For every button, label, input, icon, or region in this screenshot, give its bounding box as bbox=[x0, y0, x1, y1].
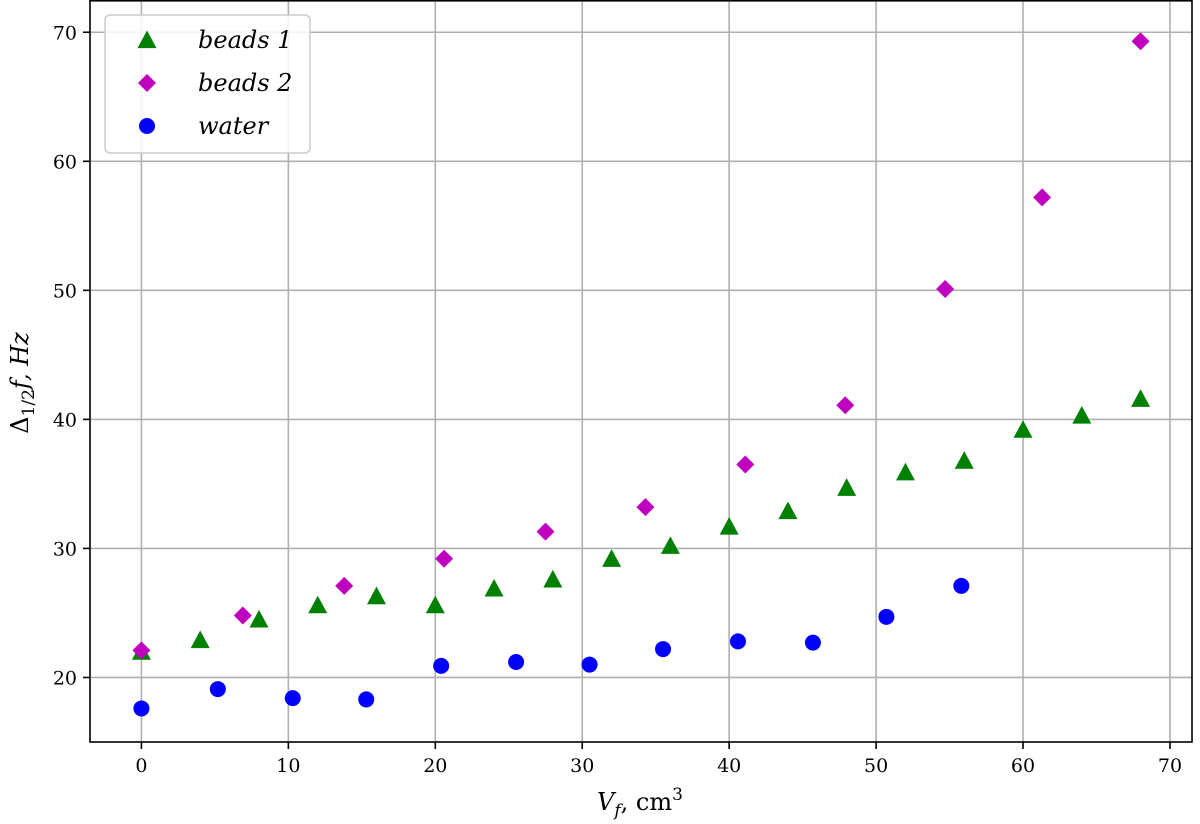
x-tick-label: 60 bbox=[1011, 755, 1035, 777]
x-axis-label-main: V bbox=[597, 788, 617, 816]
water-point bbox=[358, 691, 375, 708]
beads-2-point bbox=[536, 522, 555, 541]
y-tick-label: 60 bbox=[53, 151, 77, 173]
legend-marker-water bbox=[139, 118, 155, 134]
water-point bbox=[878, 608, 895, 625]
x-tick-label: 40 bbox=[717, 755, 741, 777]
legend: beads 1 beads 2 water bbox=[104, 14, 311, 154]
y-tick-label: 20 bbox=[53, 667, 77, 689]
x-tick-label: 70 bbox=[1158, 755, 1182, 777]
y-tick-label: 30 bbox=[53, 538, 77, 560]
axis-ticks: 0 10 20 30 40 50 60 70 20 30 40 50 60 70 bbox=[53, 22, 1182, 777]
water-point bbox=[433, 657, 450, 674]
beads-1-point bbox=[837, 478, 857, 496]
beads-1-point bbox=[778, 501, 798, 520]
legend-marker-beads-2 bbox=[138, 74, 156, 92]
y-axis-label-sub: 1/2 bbox=[19, 389, 39, 416]
beads-1-point bbox=[249, 609, 269, 628]
y-tick-label: 40 bbox=[53, 409, 77, 431]
x-tick-label: 20 bbox=[423, 755, 447, 777]
beads-1-point bbox=[1013, 420, 1033, 438]
x-tick-label: 50 bbox=[864, 755, 888, 777]
beads-1-point bbox=[543, 569, 563, 588]
beads-1-point bbox=[602, 549, 622, 567]
water-point bbox=[729, 633, 746, 650]
beads-2-point bbox=[936, 280, 955, 299]
legend-markers bbox=[137, 30, 157, 134]
y-tick-label: 50 bbox=[53, 280, 77, 302]
beads-1-point bbox=[660, 536, 680, 554]
beads-1-point bbox=[1072, 406, 1092, 424]
beads-2-point bbox=[1033, 188, 1052, 207]
beads-1-point bbox=[484, 578, 504, 597]
beads-1-point bbox=[308, 595, 328, 614]
water-point bbox=[133, 700, 150, 717]
beads-1-point bbox=[719, 516, 739, 535]
water-point bbox=[953, 577, 970, 594]
x-tick-label: 30 bbox=[570, 755, 594, 777]
x-axis-label-unit: , cm bbox=[621, 788, 673, 816]
plot-frame bbox=[89, 0, 1193, 743]
beads-1-point bbox=[1131, 389, 1151, 407]
beads-2-point bbox=[636, 498, 655, 517]
water-point bbox=[284, 690, 301, 707]
legend-box bbox=[104, 14, 311, 154]
x-tick-label: 0 bbox=[135, 755, 147, 777]
y-tick-label: 70 bbox=[53, 22, 77, 44]
beads-2-point bbox=[233, 606, 252, 625]
water-point bbox=[804, 634, 821, 651]
y-axis-label-main: Δ bbox=[6, 416, 34, 433]
beads-2-point bbox=[132, 641, 151, 660]
y-axis-label-rest: f, Hz bbox=[6, 332, 34, 391]
x-axis-label-sub: f bbox=[612, 801, 623, 821]
beads-1-point bbox=[954, 451, 974, 469]
beads-2-point bbox=[335, 576, 354, 595]
beads-2-point bbox=[736, 455, 755, 474]
water-point bbox=[209, 681, 226, 698]
beads-1-point bbox=[425, 595, 445, 614]
legend-label-beads-2: beads 2 bbox=[198, 69, 292, 97]
beads-2-point bbox=[435, 549, 454, 568]
y-axis-label: Δ1/2f, Hz bbox=[6, 332, 39, 434]
legend-marker-beads-1 bbox=[137, 30, 157, 49]
beads-1-point bbox=[367, 586, 387, 605]
beads-1-point bbox=[895, 462, 915, 481]
grid bbox=[90, 0, 1192, 742]
data-points bbox=[131, 32, 1151, 717]
x-axis-label: Vf, cm3 bbox=[597, 785, 683, 821]
x-axis-label-sup: 3 bbox=[672, 785, 683, 805]
beads-2-point bbox=[836, 396, 855, 415]
water-point bbox=[581, 656, 598, 673]
legend-label-beads-1: beads 1 bbox=[198, 26, 292, 54]
legend-label-water: water bbox=[198, 112, 270, 140]
beads-2-point bbox=[1131, 32, 1150, 51]
water-point bbox=[508, 653, 525, 670]
x-tick-label: 10 bbox=[276, 755, 300, 777]
water-point bbox=[655, 641, 672, 658]
beads-1-point bbox=[190, 630, 210, 649]
